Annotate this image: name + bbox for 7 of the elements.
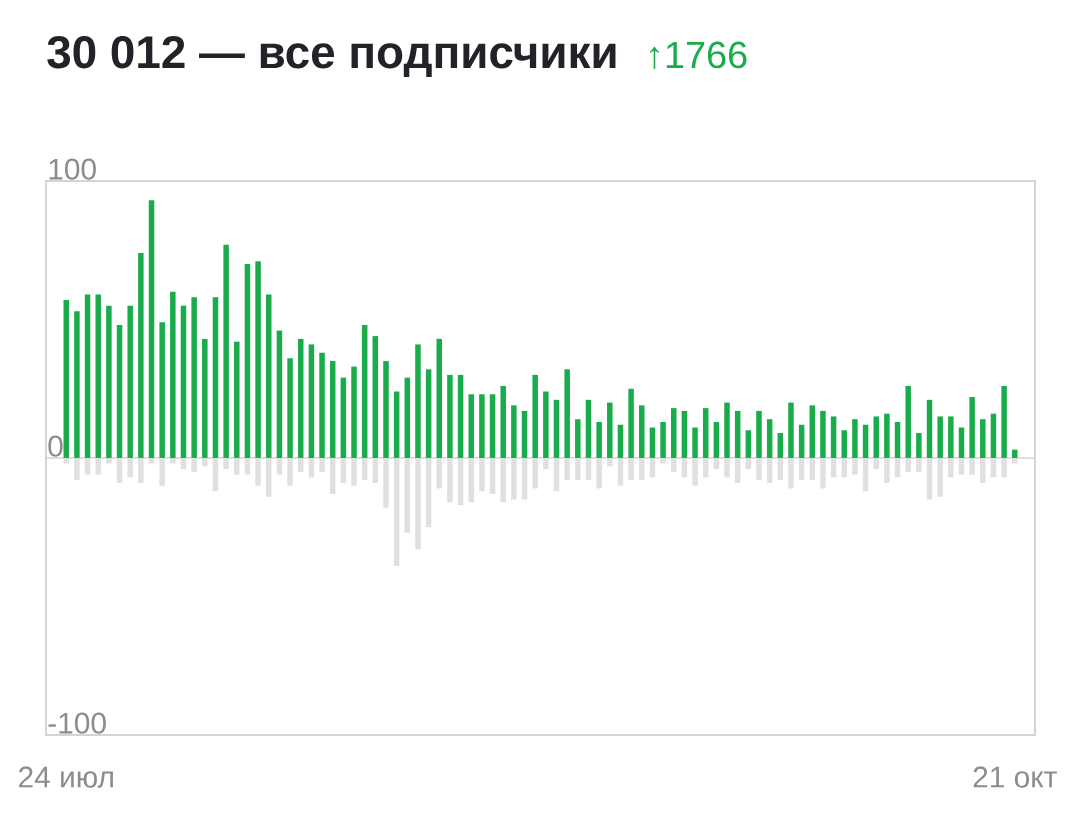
y-tick-label: 0 bbox=[48, 435, 63, 457]
x-tick-label: 24 июл bbox=[19, 766, 113, 788]
y-tick-label: -100 bbox=[48, 712, 106, 734]
chart-subtitle: ↑1766 bbox=[650, 41, 747, 70]
chart-title: 30 012 — все подписчики bbox=[47, 35, 616, 78]
x-tick-label: 21 окт bbox=[973, 766, 1057, 788]
y-tick-label: 100 bbox=[49, 158, 96, 180]
